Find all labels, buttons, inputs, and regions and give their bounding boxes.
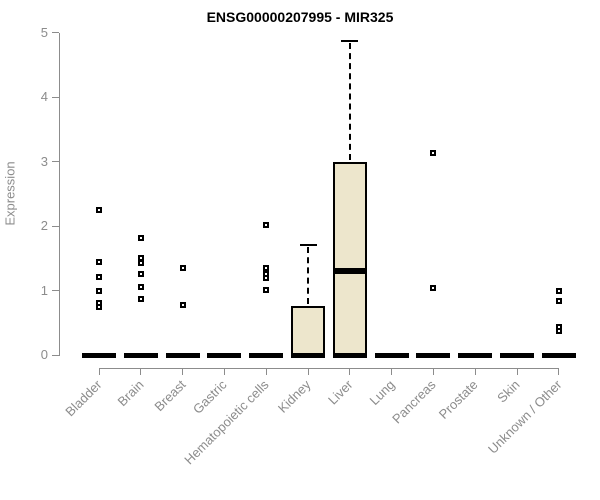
y-tick-mark [52, 32, 59, 34]
zero-bar [82, 352, 116, 358]
outlier-point [555, 297, 562, 304]
outlier-point [263, 286, 270, 293]
outlier-point [263, 221, 270, 228]
y-tick-label: 3 [40, 153, 48, 169]
outlier-point [555, 287, 562, 294]
outlier-point [263, 275, 270, 282]
whisker-cap [299, 243, 317, 246]
zero-bar [374, 352, 409, 358]
x-tick-mark [391, 368, 393, 375]
zero-bar [207, 352, 242, 358]
whisker-cap [341, 40, 359, 43]
y-tick-mark [52, 354, 59, 356]
outlier-point [179, 301, 186, 308]
box [332, 161, 367, 355]
y-tick-mark [52, 161, 59, 163]
outlier-point [137, 283, 144, 290]
x-tick-mark [474, 368, 476, 375]
outlier-point [96, 304, 102, 311]
x-tick-mark [349, 368, 351, 375]
zero-bar [291, 352, 325, 358]
x-tick-mark [516, 368, 518, 375]
x-tick-mark [182, 368, 184, 375]
outlier-point [137, 235, 144, 242]
chart-title: ENSG00000207995 - MIR325 [206, 9, 394, 25]
outlier-point [137, 295, 144, 302]
zero-bar [541, 352, 576, 358]
median-line [333, 268, 366, 275]
y-tick-label: 2 [40, 218, 48, 234]
outlier-point [96, 288, 102, 295]
outlier-point [430, 284, 437, 291]
y-tick-label: 0 [40, 347, 48, 362]
outlier-point [263, 264, 270, 271]
outlier-point [137, 270, 144, 277]
outlier-point [179, 264, 186, 271]
zero-bar [332, 352, 367, 358]
zero-bar [416, 352, 451, 358]
outlier-point [430, 149, 437, 156]
x-tick-mark [265, 368, 267, 375]
x-tick-mark [432, 368, 434, 375]
y-tick-mark [52, 225, 59, 227]
box [291, 306, 325, 355]
outlier-point [96, 274, 102, 280]
x-tick-mark [223, 368, 225, 375]
y-tick-label: 5 [40, 24, 48, 40]
y-tick-label: 4 [40, 89, 48, 105]
outlier-point [137, 255, 144, 262]
outlier-point [96, 206, 102, 213]
x-tick-mark [558, 368, 560, 375]
y-tick-mark [52, 290, 59, 292]
zero-bar [500, 352, 534, 358]
x-tick-mark [307, 368, 309, 375]
x-tick-mark [98, 368, 100, 375]
whisker [307, 246, 309, 304]
whisker [348, 43, 351, 160]
outlier-point [555, 327, 562, 334]
y-axis-line [59, 32, 60, 356]
zero-bar [249, 352, 284, 358]
x-tick-mark [140, 368, 142, 375]
zero-bar [458, 352, 493, 358]
y-tick-mark [52, 96, 59, 98]
outlier-point [96, 258, 102, 265]
outlier-point [137, 260, 144, 267]
x-axis-line [99, 368, 559, 369]
zero-bar [123, 352, 158, 358]
zero-bar [165, 352, 200, 358]
y-axis-title: Expression [2, 161, 18, 226]
y-tick-label: 1 [40, 282, 48, 298]
